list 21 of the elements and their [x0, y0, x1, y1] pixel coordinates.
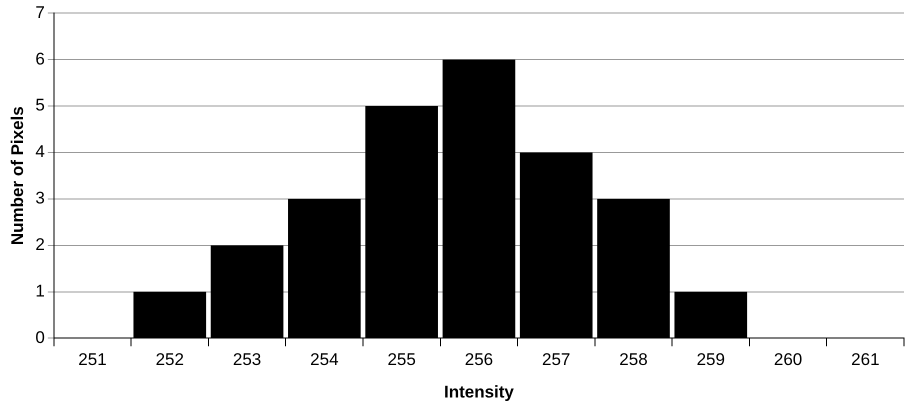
x-tick-label: 260: [774, 350, 802, 370]
x-tick-label: 251: [78, 350, 107, 370]
y-tick-label: 0: [35, 328, 45, 347]
x-tick-label: 253: [232, 350, 262, 370]
x-tick-label: 256: [464, 350, 494, 370]
x-tick-label: 261: [851, 350, 880, 370]
y-tick-label: 6: [35, 49, 45, 68]
x-axis-title: Intensity: [444, 382, 514, 402]
x-tick-label: 252: [156, 350, 184, 370]
x-tick-label: 259: [696, 350, 725, 370]
x-tick-label: 258: [619, 350, 648, 370]
y-tick-label: 7: [35, 2, 45, 22]
y-tick-label: 2: [35, 235, 45, 254]
y-axis-title: Number of Pixels: [8, 106, 27, 246]
y-tick-label: 1: [35, 281, 45, 300]
x-tick-label: 255: [387, 350, 416, 370]
x-tick-label: 257: [542, 350, 570, 370]
y-tick-label: 4: [35, 142, 45, 162]
y-tick-label: 3: [35, 188, 45, 208]
y-tick-label: 5: [35, 96, 45, 115]
x-tick-label: 254: [310, 350, 339, 370]
